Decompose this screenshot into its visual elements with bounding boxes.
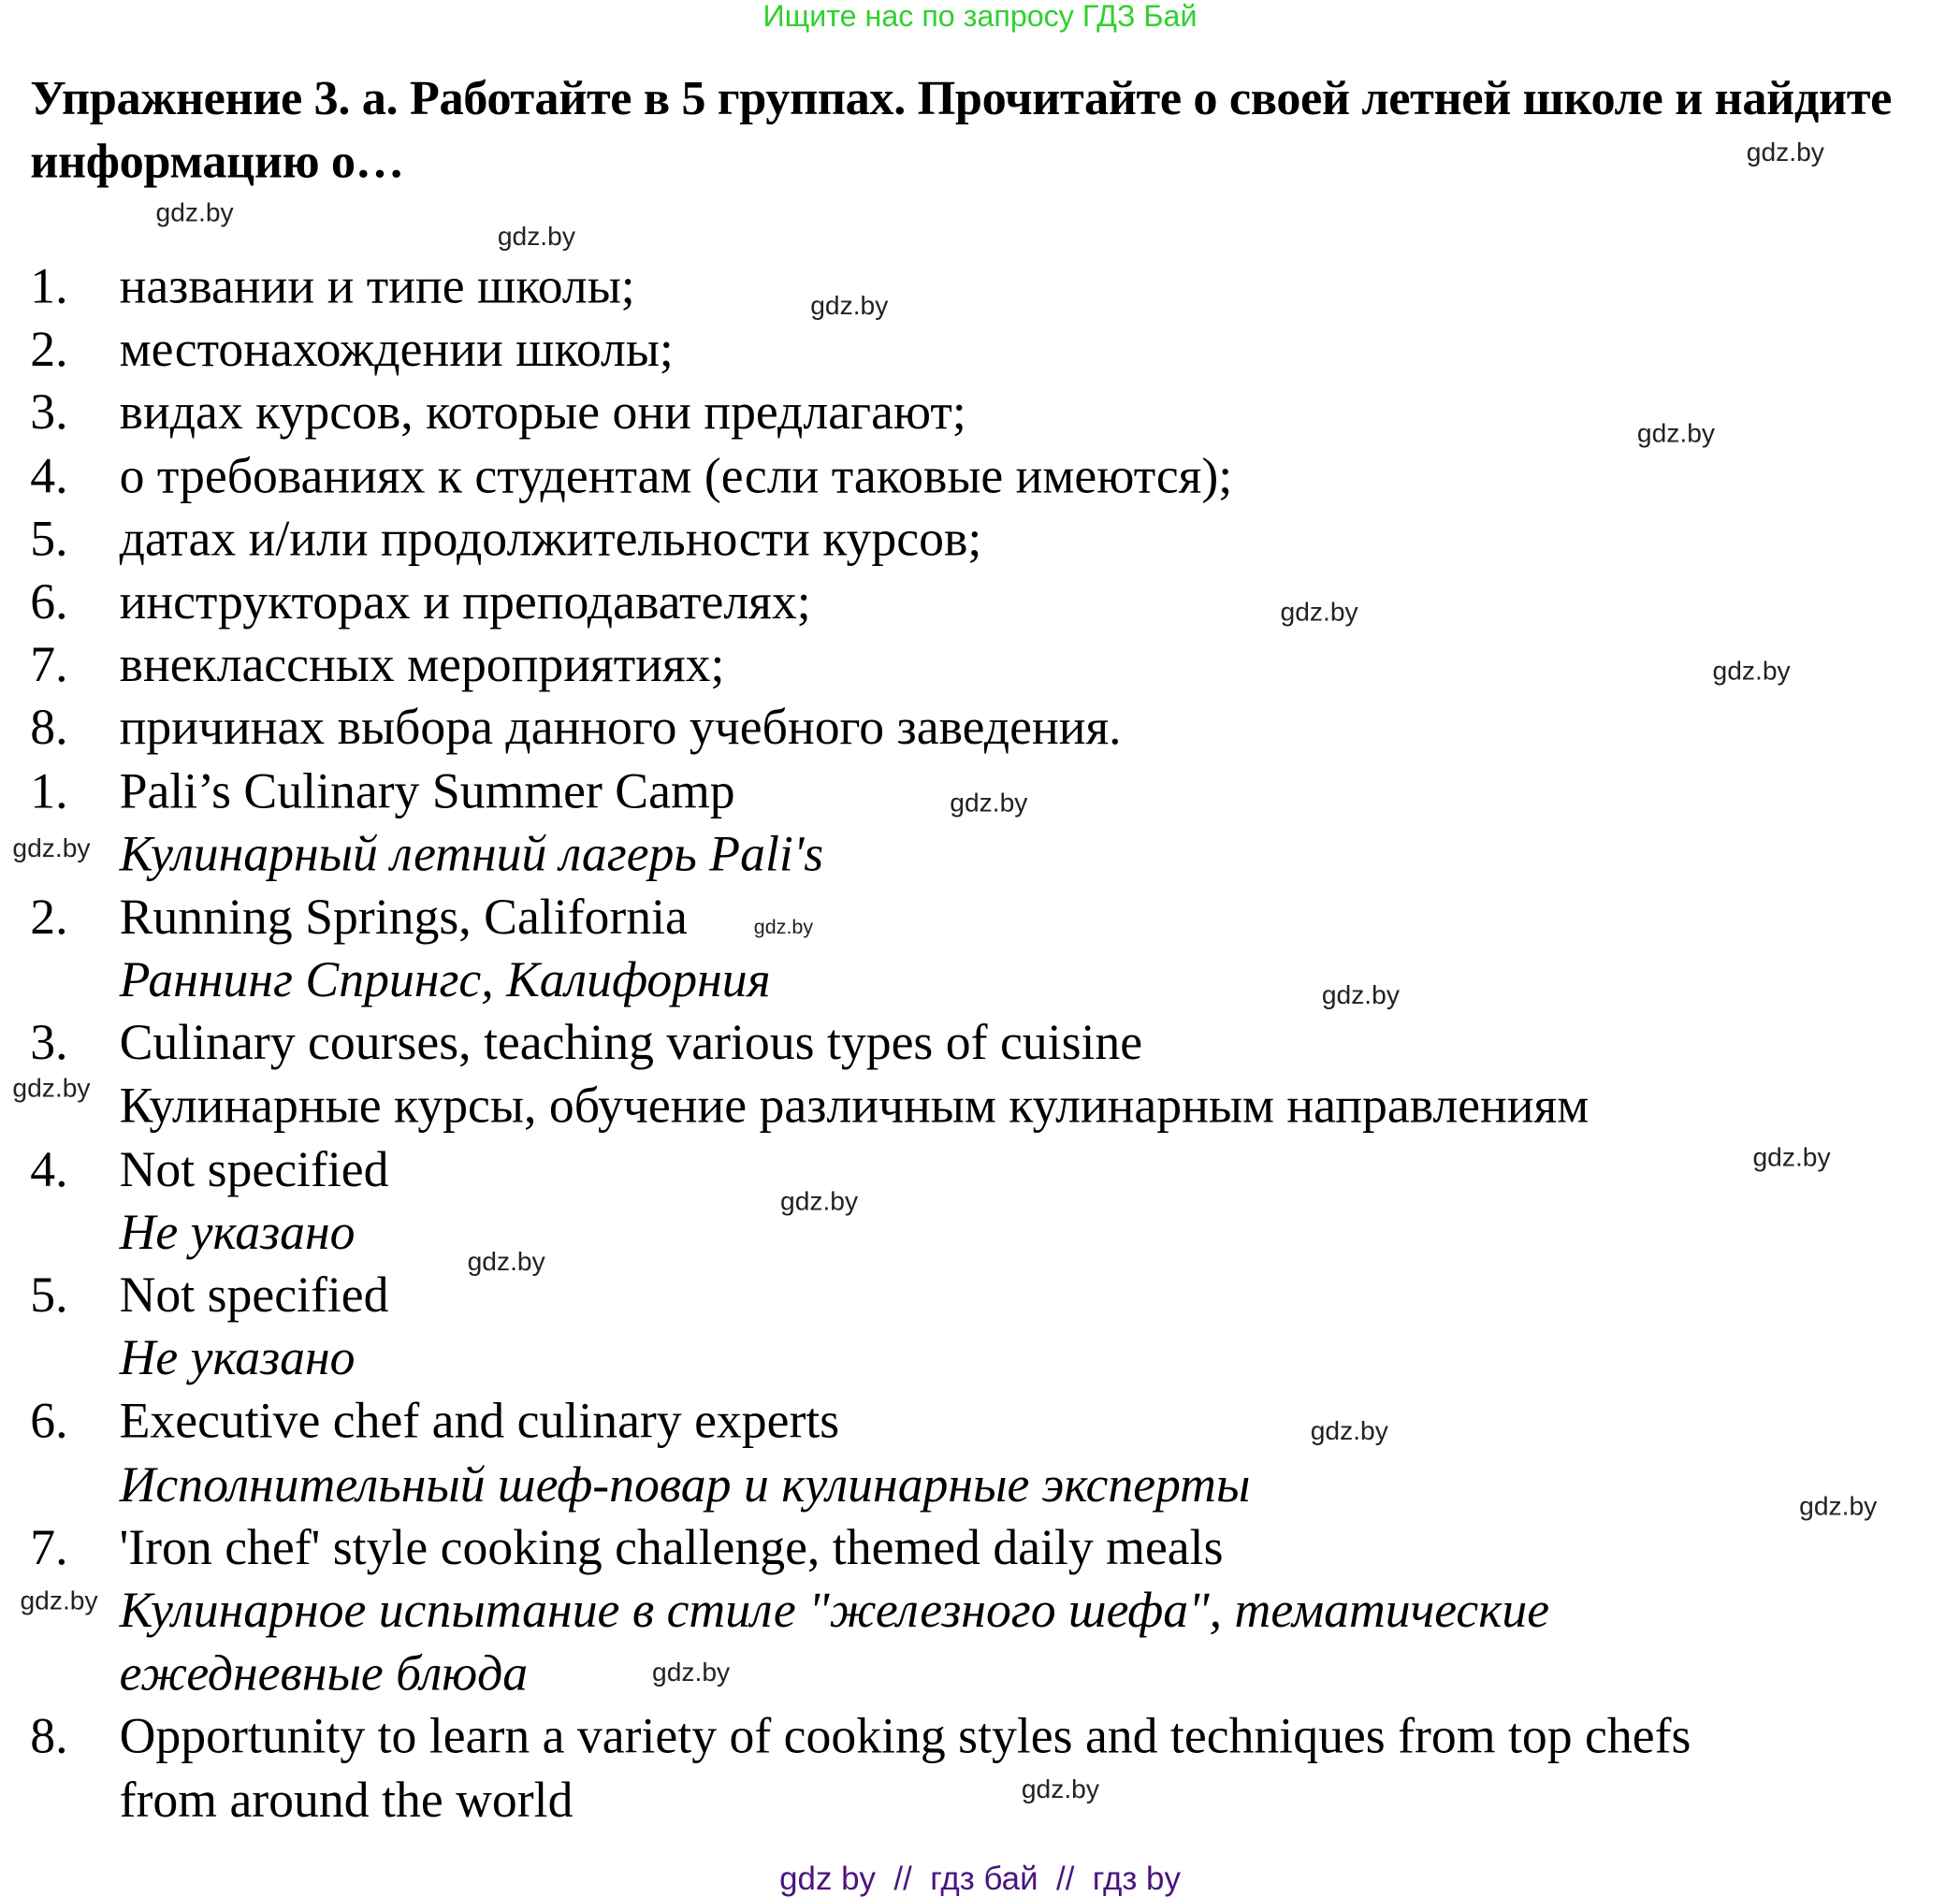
list-item: 1. названии и типе школы; [0, 255, 1960, 318]
item-translation: Не указано [119, 1329, 356, 1386]
item-text: видах курсов, которые они предлагают; [119, 384, 966, 441]
item-text: причинах выбора данного учебного заведен… [119, 699, 1122, 756]
item-text: from around the world [119, 1770, 573, 1828]
list-item: 8. причинах выбора данного учебного завед… [0, 696, 1960, 759]
list-item: 4. о требованиях к студентам (если таковы… [0, 444, 1960, 507]
list-item: 5. датах и/или продолжительности курсов; [0, 507, 1960, 570]
list-item: 6. Executive chef and culinary experts [0, 1390, 1960, 1453]
item-number: 7. [30, 635, 68, 693]
item-number: 4. [30, 446, 68, 503]
item-text: Кулинарные курсы, обучение различным кул… [119, 1077, 1590, 1134]
item-number: 6. [30, 572, 68, 630]
watermark: gdz.by [1310, 1416, 1388, 1446]
item-text: Pali’s Culinary Summer Camp [119, 761, 735, 818]
exercise-list: 1. названии и типе школы; 2. местонахождени… [0, 255, 1960, 1832]
item-text: Running Springs, California [119, 888, 688, 945]
item-number: 1. [30, 257, 68, 314]
item-text: датах и/или продолжительности курсов; [119, 509, 982, 567]
list-item: Исполнительный шеф-повар и кулинарные эк… [0, 1453, 1960, 1515]
list-item: Кулинарное испытание в стиле "железного … [0, 1579, 1960, 1642]
list-item: 7. внеклассных мероприятиях; [0, 633, 1960, 696]
item-text: инструкторах и преподавателях; [119, 572, 811, 630]
item-text: 'Iron chef' style cooking challenge, the… [119, 1518, 1224, 1575]
watermark: gdz.by [652, 1658, 731, 1687]
watermark: gdz.by [12, 833, 91, 863]
item-number: 1. [30, 761, 68, 818]
watermark: gdz.by [1752, 1143, 1831, 1173]
item-translation: Не указано [119, 1203, 356, 1260]
list-item: Кулинарные курсы, обучение различным кул… [0, 1075, 1960, 1137]
item-number: 5. [30, 1266, 68, 1324]
item-translation: Кулинарное испытание в стиле "железного … [119, 1581, 1550, 1639]
item-text: Culinary courses, teaching various types… [119, 1014, 1143, 1071]
item-number: 5. [30, 509, 68, 567]
item-text: местонахождении школы; [119, 320, 674, 378]
watermark: gdz.by [1280, 598, 1358, 628]
watermark: gdz.by [467, 1247, 545, 1277]
item-text: Executive chef and culinary experts [119, 1392, 840, 1449]
list-item: ежедневные блюда [0, 1642, 1960, 1704]
item-number: 8. [30, 1707, 68, 1764]
item-number: 3. [30, 1014, 68, 1071]
item-number: 2. [30, 888, 68, 945]
item-text: Opportunity to learn a variety of cookin… [119, 1707, 1691, 1764]
watermark: gdz.by [950, 789, 1028, 818]
item-translation: Кулинарный летний лагерь Pali's [119, 824, 824, 882]
list-item: 5. Not specified [0, 1264, 1960, 1326]
exercise-title: Упражнение 3. а. Работайте в 5 группах. … [30, 71, 1892, 189]
watermark: gdz.by [810, 291, 889, 321]
item-translation: Исполнительный шеф-повар и кулинарные эк… [119, 1455, 1251, 1513]
item-number: 4. [30, 1139, 68, 1197]
list-item: 4. Not specified [0, 1137, 1960, 1200]
list-item: 8. Opportunity to learn a variety of cook… [0, 1705, 1960, 1768]
item-translation: Раннинг Спрингс, Калифорния [119, 950, 771, 1008]
watermark: gdz.by [155, 198, 234, 228]
list-item: Кулинарный летний лагерь Pali's [0, 822, 1960, 885]
list-item: Не указано [0, 1326, 1960, 1389]
item-number: 8. [30, 699, 68, 756]
list-item: 3. видах курсов, которые они предлагают; [0, 381, 1960, 443]
item-number: 2. [30, 320, 68, 378]
item-text: Not specified [119, 1139, 389, 1197]
top-banner: Ищите нас по запросу ГДЗ Бай [762, 0, 1198, 35]
item-text: названии и типе школы; [119, 257, 635, 314]
list-item: 6. инструкторах и преподавателях; [0, 571, 1960, 633]
footer-links: gdz by // гдз бай // гдз by [779, 1859, 1181, 1897]
watermark: gdz.by [1746, 138, 1824, 167]
list-item: 3. Culinary courses, teaching various typ… [0, 1011, 1960, 1074]
item-number: 3. [30, 384, 68, 441]
item-translation: ежедневные блюда [119, 1644, 529, 1702]
list-item: Не указано [0, 1201, 1960, 1264]
watermark: gdz.by [1712, 657, 1791, 687]
watermark: gdz.by [20, 1586, 98, 1616]
watermark: gdz.by [1636, 419, 1716, 449]
list-item: Раннинг Спрингс, Калифорния [0, 948, 1960, 1011]
item-text: внеклассных мероприятиях; [119, 635, 725, 693]
list-item: from around the world [0, 1768, 1960, 1831]
item-text: Not specified [119, 1266, 389, 1324]
list-item: 1. Pali’s Culinary Summer Camp [0, 760, 1960, 822]
watermark: gdz.by [753, 917, 814, 939]
item-number: 6. [30, 1392, 68, 1449]
watermark: gdz.by [780, 1187, 859, 1217]
watermark: gdz.by [12, 1074, 91, 1104]
watermark: gdz.by [1321, 980, 1400, 1010]
item-text: о требованиях к студентам (если таковые … [119, 446, 1233, 503]
list-item: 7. 'Iron chef' style cooking challenge, t… [0, 1516, 1960, 1579]
watermark: gdz.by [497, 222, 575, 252]
list-item: 2. Running Springs, California [0, 886, 1960, 948]
item-number: 7. [30, 1518, 68, 1575]
watermark: gdz.by [1799, 1492, 1878, 1522]
list-item: 2. местонахождении школы; [0, 318, 1960, 381]
watermark: gdz.by [1021, 1774, 1099, 1804]
